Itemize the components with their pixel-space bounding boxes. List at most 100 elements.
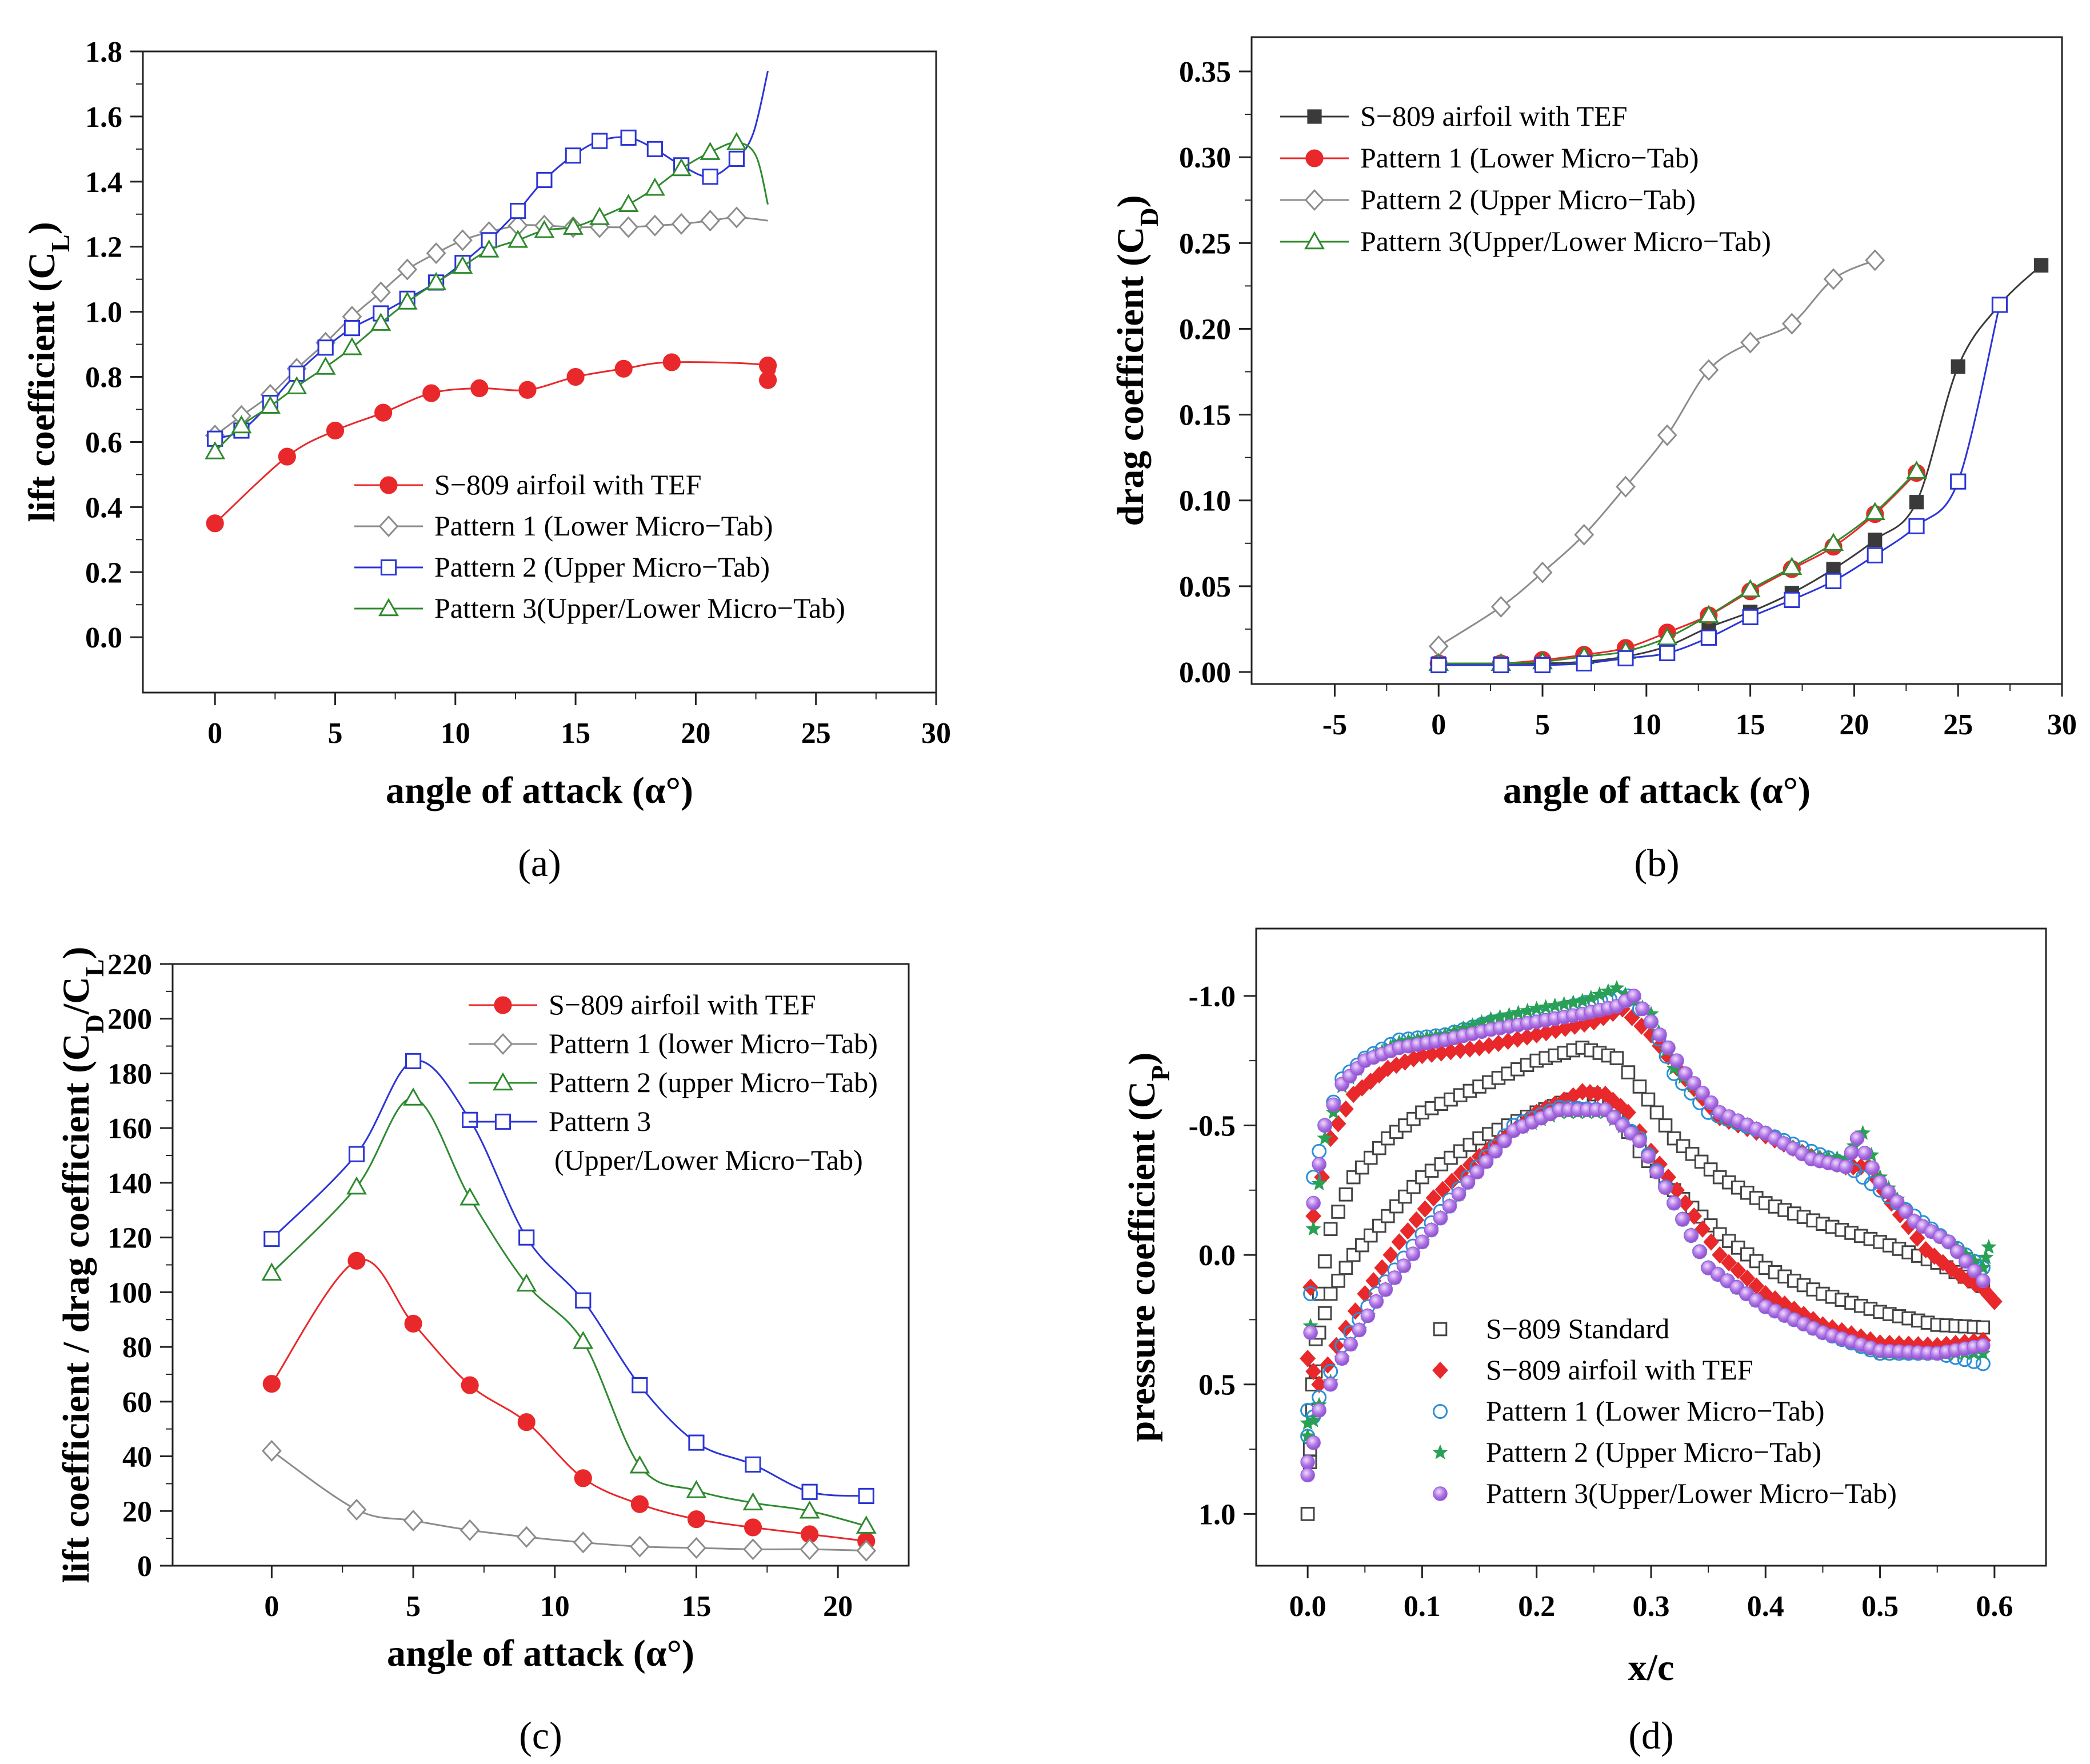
- y-tick-label: 40: [122, 1441, 152, 1474]
- data-point: [370, 281, 391, 303]
- y-tick-label: 200: [107, 1003, 152, 1036]
- data-point: [2034, 258, 2049, 273]
- legend-label: Pattern 1 (Lower Micro−Tab): [434, 510, 773, 542]
- x-tick-label: 0.3: [1633, 1590, 1670, 1623]
- data-point: [1305, 1221, 1321, 1236]
- y-axis-label-mid: /C: [55, 977, 97, 1015]
- data-point: [1823, 268, 1844, 290]
- data-point: [1825, 573, 1842, 589]
- data-point: [1649, 1105, 1664, 1120]
- legend-marker: [493, 1033, 513, 1055]
- y-tick-label: 160: [107, 1113, 152, 1145]
- data-point: [1950, 1244, 1965, 1259]
- data-point: [278, 447, 296, 466]
- data-point: [592, 133, 608, 149]
- data-point: [452, 229, 473, 251]
- data-point: [374, 403, 393, 422]
- y-axis-label-sub: P: [1146, 1065, 1175, 1081]
- data-point: [1396, 1258, 1412, 1273]
- data-point: [1678, 1066, 1693, 1081]
- data-point: [1643, 1006, 1659, 1021]
- data-point: [1328, 1337, 1345, 1354]
- legend: S−809 airfoil with TEF Pattern 1 (Lower M…: [1280, 100, 1771, 257]
- legend-label: Pattern 1 (Lower Micro−Tab): [1486, 1395, 1825, 1427]
- data-point: [1374, 1259, 1390, 1277]
- data-point: [397, 258, 418, 281]
- data-point: [1865, 249, 1885, 271]
- series-1: [1429, 464, 1926, 673]
- x-tick-label: 0.2: [1518, 1590, 1555, 1623]
- data-point: [1529, 1001, 1545, 1016]
- legend-marker: [1432, 1361, 1448, 1379]
- legend-label: S−809 airfoil with TEF: [1360, 100, 1628, 132]
- data-point: [461, 1376, 479, 1394]
- data-point: [662, 353, 681, 371]
- data-point: [1488, 1144, 1503, 1159]
- data-point: [1658, 1180, 1673, 1195]
- legend-label: Pattern 3(Upper/Lower Micro−Tab): [1360, 225, 1771, 257]
- data-point: [1305, 1412, 1321, 1427]
- y-axis-label-main: pressure coefficient (C: [1121, 1081, 1163, 1442]
- data-point: [1338, 1187, 1353, 1202]
- y-tick-label: 1.4: [85, 166, 122, 199]
- x-tick-label: 5: [327, 717, 342, 750]
- data-point: [1417, 1200, 1433, 1218]
- y-tick-label: 0.5: [1198, 1369, 1236, 1402]
- series-line: [1438, 305, 2001, 666]
- y-tick-label: 140: [107, 1167, 152, 1200]
- y-tick-label: 0.25: [1179, 227, 1231, 260]
- legend-marker: [378, 515, 399, 538]
- data-point: [1317, 1118, 1332, 1133]
- data-point: [289, 365, 305, 382]
- data-point: [206, 514, 224, 533]
- data-point: [1330, 1115, 1346, 1133]
- data-point: [516, 1273, 537, 1292]
- x-tick-label: 5: [406, 1590, 421, 1623]
- y-tick-label: 180: [107, 1058, 152, 1090]
- data-point: [1686, 1207, 1702, 1225]
- data-point: [1695, 1220, 1711, 1238]
- y-tick-label: 80: [122, 1331, 152, 1364]
- data-point: [315, 357, 336, 375]
- data-point: [1306, 1195, 1321, 1211]
- x-tick-label: 10: [441, 717, 470, 750]
- data-point: [459, 1519, 480, 1541]
- x-tick-label: 20: [681, 717, 710, 750]
- data-point: [1538, 999, 1554, 1014]
- data-point: [629, 1535, 650, 1558]
- data-point: [1849, 1131, 1865, 1146]
- data-point: [534, 219, 555, 238]
- data-point: [1692, 1244, 1707, 1259]
- data-point: [1941, 1234, 1956, 1250]
- legend-label: Pattern 2 (Upper Micro−Tab): [1486, 1436, 1821, 1468]
- data-point: [1556, 995, 1572, 1011]
- data-point: [1532, 561, 1553, 583]
- data-point: [1305, 1362, 1322, 1381]
- data-point: [1303, 1286, 1318, 1302]
- data-point: [1473, 1014, 1490, 1029]
- data-point: [1492, 1009, 1508, 1024]
- data-point: [726, 206, 747, 229]
- data-point: [1872, 1175, 1888, 1190]
- data-point: [1369, 1294, 1384, 1309]
- data-point: [1311, 1175, 1327, 1191]
- data-point: [1986, 1293, 2003, 1310]
- data-point: [629, 1455, 650, 1474]
- data-point: [261, 1262, 282, 1281]
- data-point: [1881, 1185, 1896, 1199]
- data-point: [231, 415, 252, 434]
- data-point: [589, 207, 610, 225]
- legend-label: Pattern 3: [549, 1105, 651, 1137]
- legend-marker: [1305, 149, 1324, 167]
- y-axis-label-tail: ): [55, 947, 97, 959]
- y-tick-label: 0.4: [85, 491, 122, 524]
- data-point: [562, 217, 584, 235]
- legend-label: Pattern 2 (Upper Micro−Tab): [1360, 183, 1696, 215]
- x-tick-label: 10: [540, 1590, 570, 1623]
- data-point: [1868, 533, 1883, 547]
- data-point: [516, 1526, 537, 1548]
- data-point: [1844, 1145, 1859, 1160]
- data-point: [1347, 1302, 1364, 1320]
- series-line: [214, 361, 776, 524]
